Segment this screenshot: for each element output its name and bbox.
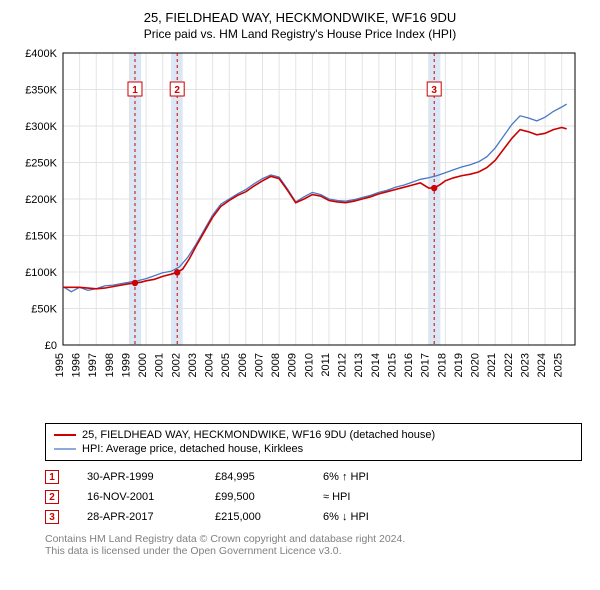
event-number: 3: [45, 510, 59, 524]
attribution-line2: This data is licensed under the Open Gov…: [45, 545, 582, 557]
legend-row: 25, FIELDHEAD WAY, HECKMONDWIKE, WF16 9D…: [54, 428, 573, 442]
event-number: 1: [45, 470, 59, 484]
x-tick-label: 2011: [320, 353, 332, 377]
y-tick-label: £400K: [25, 48, 57, 60]
event-price: £84,995: [215, 471, 295, 483]
legend-swatch: [54, 444, 76, 454]
x-tick-label: 2018: [436, 353, 448, 377]
x-tick-label: 1995: [54, 353, 66, 377]
event-date: 30-APR-1999: [87, 471, 187, 483]
x-tick-label: 2001: [154, 353, 166, 377]
sale-marker: [132, 280, 138, 286]
x-tick-label: 2014: [370, 353, 382, 377]
x-tick-label: 2023: [519, 353, 531, 377]
events-table: 1 30-APR-1999 £84,995 6% ↑ HPI 2 16-NOV-2001 £…: [45, 467, 582, 527]
event-date: 16-NOV-2001: [87, 491, 187, 503]
legend-label: 25, FIELDHEAD WAY, HECKMONDWIKE, WF16 9D…: [82, 429, 435, 441]
x-tick-label: 2016: [403, 353, 415, 377]
x-tick-label: 2020: [470, 353, 482, 377]
y-tick-label: £200K: [25, 194, 57, 206]
legend-swatch: [54, 430, 76, 440]
x-tick-label: 2015: [386, 353, 398, 377]
line-chart: £0 £50K £100K £150K £200K £250K £300K £350K £400…: [15, 47, 585, 417]
y-tick-label: £50K: [31, 304, 57, 316]
sale-marker: [431, 185, 437, 191]
x-tick-label: 2009: [287, 353, 299, 377]
legend-label: HPI: Average price, detached house, Kirk…: [82, 443, 303, 455]
x-tick-label: 2008: [270, 353, 282, 377]
event-price: £215,000: [215, 511, 295, 523]
x-tick-label: 1996: [71, 353, 83, 377]
x-tick-label: 1998: [104, 353, 116, 377]
event-date: 28-APR-2017: [87, 511, 187, 523]
sale-marker: [174, 269, 180, 275]
legend: 25, FIELDHEAD WAY, HECKMONDWIKE, WF16 9D…: [45, 423, 582, 461]
event-price: £99,500: [215, 491, 295, 503]
x-tick-label: 2006: [237, 353, 249, 377]
x-tick-label: 2025: [553, 353, 565, 377]
legend-row: HPI: Average price, detached house, Kirk…: [54, 442, 573, 456]
x-tick-label: 2017: [420, 353, 432, 377]
event-marker: 2: [174, 85, 180, 96]
y-tick-label: £350K: [25, 85, 57, 97]
chart-title: 25, FIELDHEAD WAY, HECKMONDWIKE, WF16 9D…: [0, 0, 600, 25]
x-tick-label: 2005: [220, 353, 232, 377]
x-tick-label: 1999: [120, 353, 132, 377]
event-marker: 3: [431, 85, 437, 96]
event-row: 1 30-APR-1999 £84,995 6% ↑ HPI: [45, 467, 582, 487]
x-tick-label: 2000: [137, 353, 149, 377]
event-number: 2: [45, 490, 59, 504]
event-note: ≈ HPI: [323, 491, 350, 503]
y-tick-label: £300K: [25, 121, 57, 133]
x-tick-label: 2013: [353, 353, 365, 377]
y-tick-label: £150K: [25, 231, 57, 243]
x-tick-label: 2022: [503, 353, 515, 377]
chart-subtitle: Price paid vs. HM Land Registry's House …: [0, 25, 600, 47]
x-tick-label: 1997: [87, 353, 99, 377]
attribution: Contains HM Land Registry data © Crown c…: [45, 533, 582, 557]
attribution-line1: Contains HM Land Registry data © Crown c…: [45, 533, 582, 545]
x-tick-label: 2019: [453, 353, 465, 377]
x-tick-label: 2012: [337, 353, 349, 377]
event-note: 6% ↑ HPI: [323, 471, 369, 483]
event-row: 2 16-NOV-2001 £99,500 ≈ HPI: [45, 487, 582, 507]
event-marker: 1: [132, 85, 138, 96]
y-tick-label: £100K: [25, 267, 57, 279]
x-tick-label: 2002: [170, 353, 182, 377]
y-tick-label: £0: [45, 340, 57, 352]
x-tick-label: 2004: [204, 353, 216, 377]
x-tick-label: 2007: [253, 353, 265, 377]
x-tick-label: 2003: [187, 353, 199, 377]
event-row: 3 28-APR-2017 £215,000 6% ↓ HPI: [45, 507, 582, 527]
y-tick-label: £250K: [25, 158, 57, 170]
x-tick-label: 2010: [303, 353, 315, 377]
chart-area: £0 £50K £100K £150K £200K £250K £300K £350K £400…: [15, 47, 585, 417]
event-note: 6% ↓ HPI: [323, 511, 369, 523]
x-tick-label: 2024: [536, 353, 548, 377]
x-tick-label: 2021: [486, 353, 498, 377]
